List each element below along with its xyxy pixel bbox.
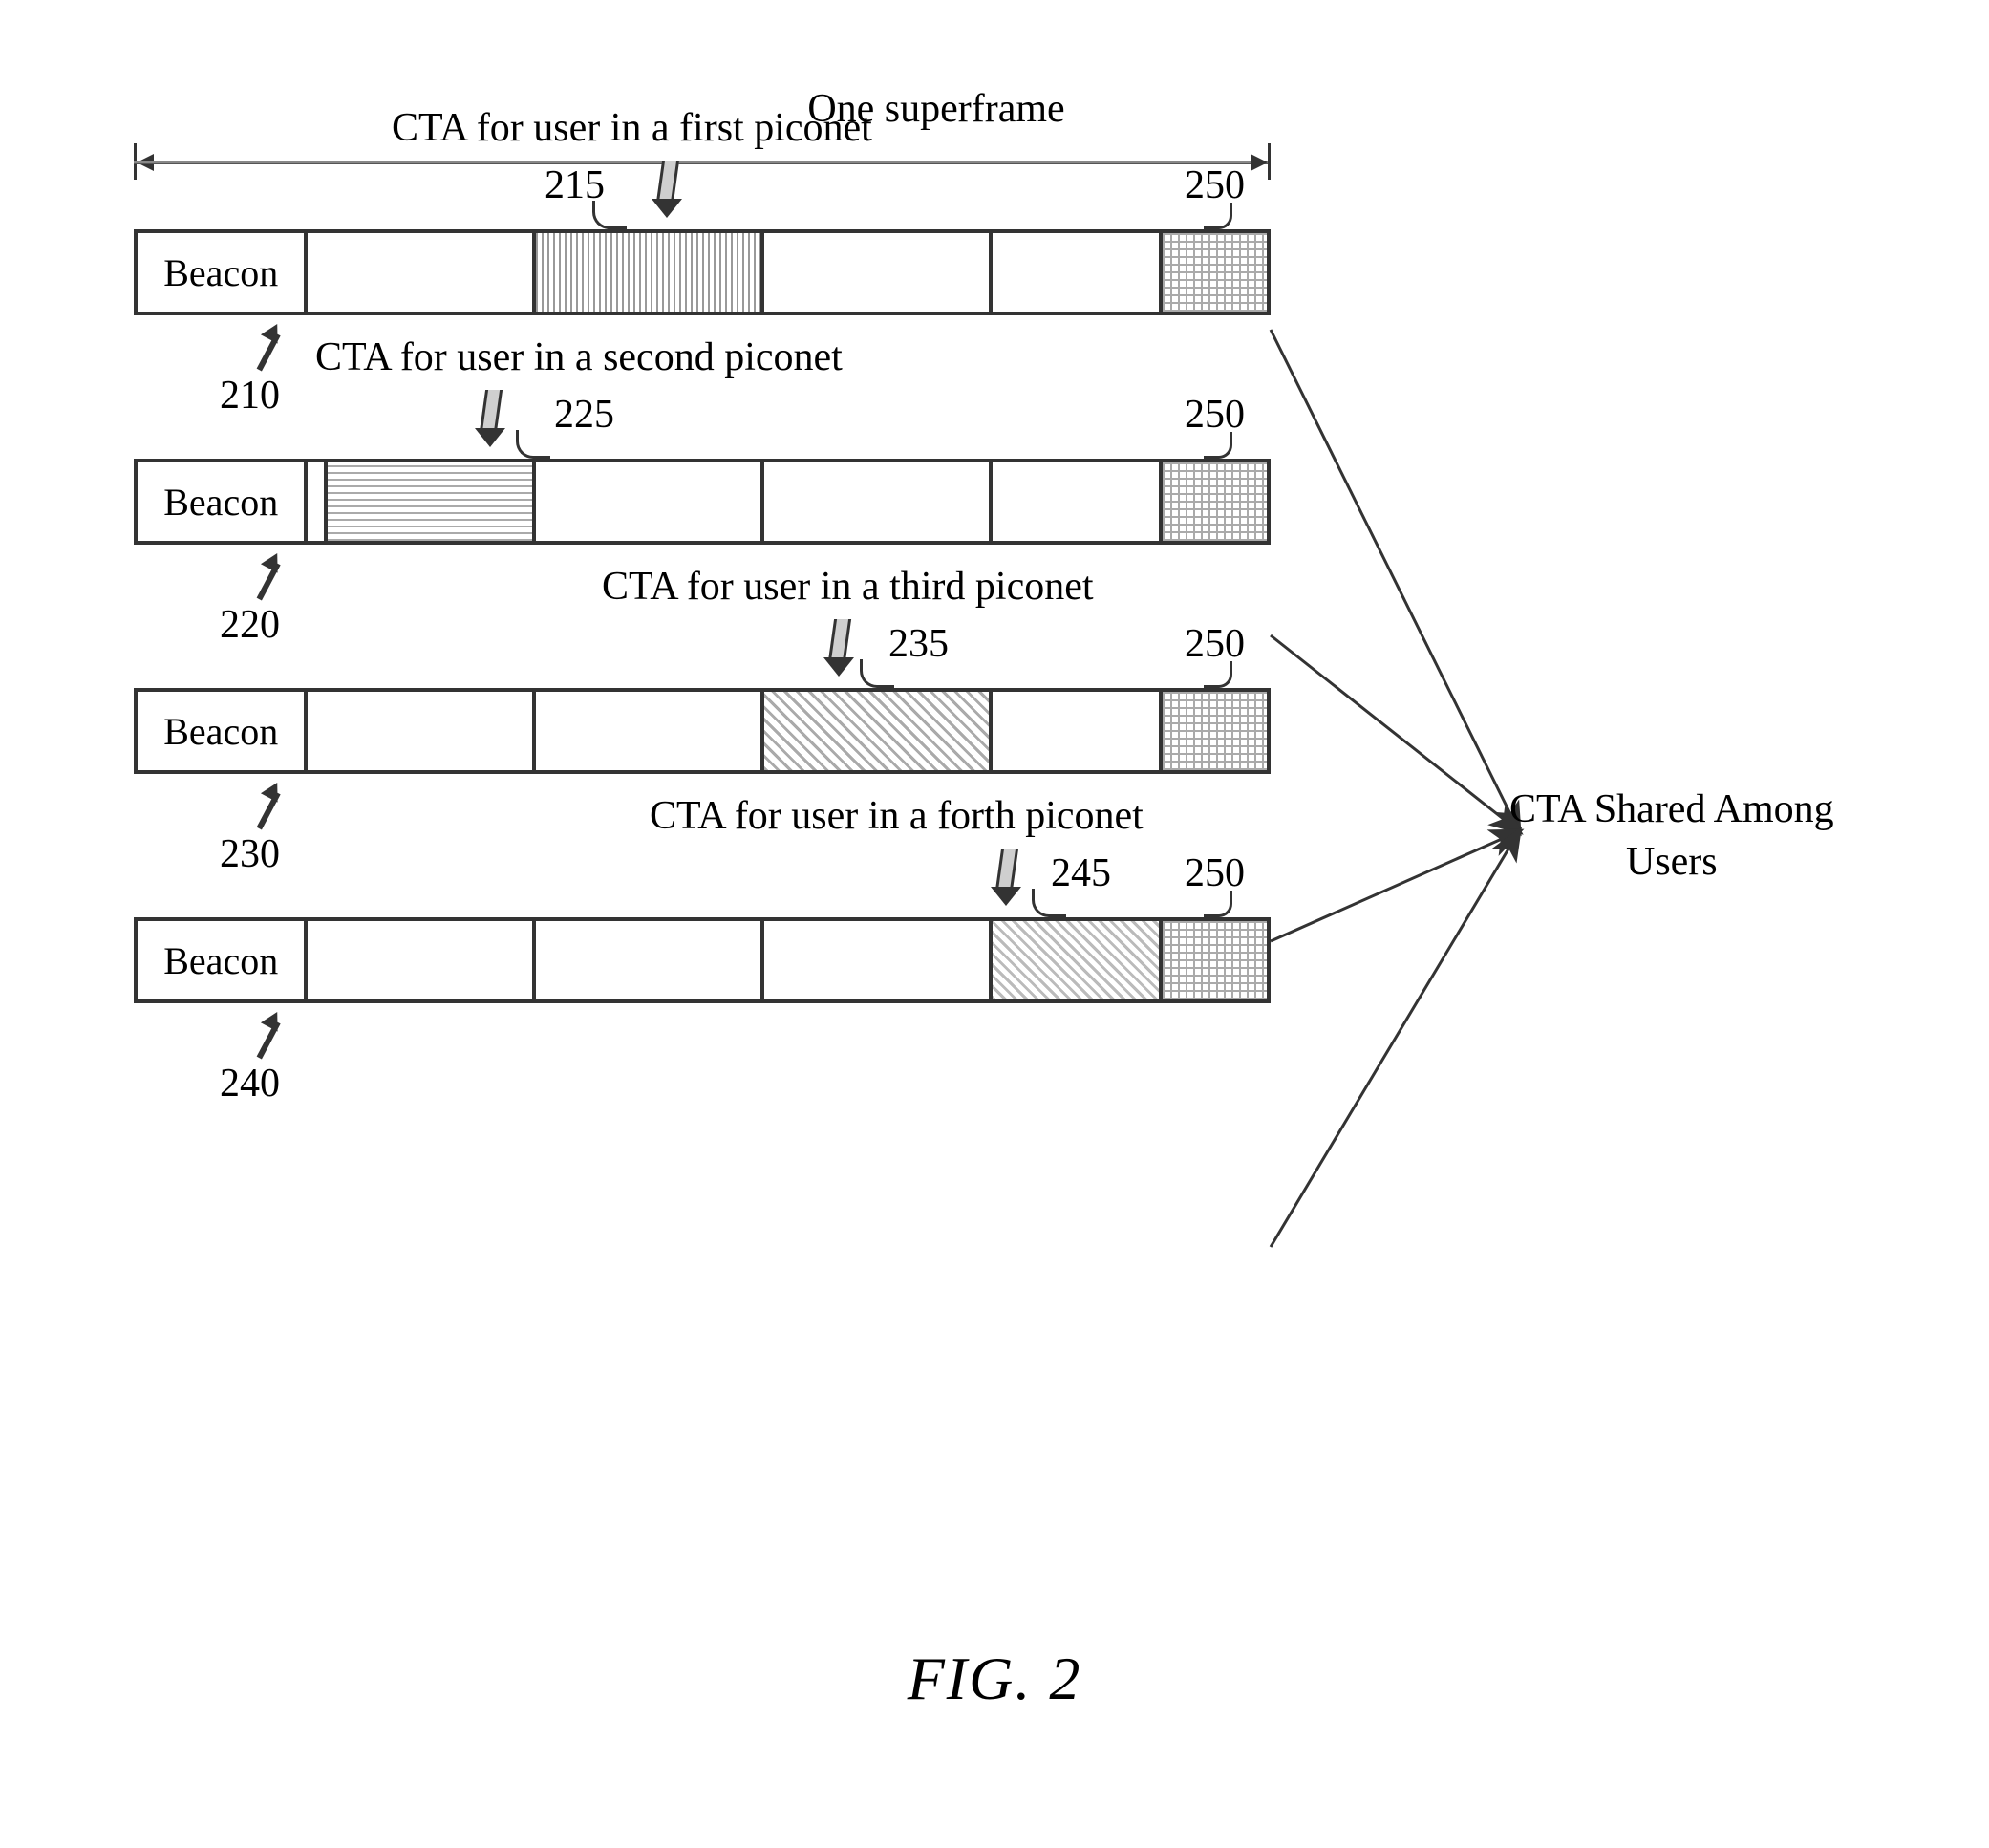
shared-ref-number: 250 <box>1185 162 1245 208</box>
shared-cta-segment <box>1163 921 1267 999</box>
cta-label: CTA for user in a forth piconet <box>650 793 1144 839</box>
shared-ref-number: 250 <box>1185 621 1245 667</box>
beacon-segment: Beacon <box>138 692 308 770</box>
blank-segment <box>536 462 764 541</box>
shared-ref-number: 250 <box>1185 392 1245 438</box>
cta-label: CTA for user in a third piconet <box>602 564 1094 610</box>
leader-line <box>592 201 627 229</box>
row-ref-number: 230 <box>220 831 280 877</box>
leader-line <box>1204 661 1232 688</box>
cta-segment <box>536 233 764 312</box>
beacon-segment: Beacon <box>138 462 308 541</box>
blank-segment <box>993 692 1163 770</box>
shared-cta-segment <box>1163 233 1267 312</box>
leader-line <box>516 430 550 459</box>
cta-label: CTA for user in a second piconet <box>315 334 843 380</box>
blank-segment <box>308 462 327 541</box>
cta-ref-number: 235 <box>888 621 949 667</box>
blank-segment <box>764 921 993 999</box>
cta-label: CTA for user in a first piconet <box>392 105 872 151</box>
pointer-arrow-icon <box>258 321 315 378</box>
leader-line <box>1204 891 1232 917</box>
pointer-arrow-icon <box>258 550 315 608</box>
blank-segment <box>764 462 993 541</box>
shared-cta-label: CTA Shared Among Users <box>1509 784 1834 888</box>
cta-ref-number: 225 <box>554 392 614 438</box>
blank-segment <box>308 921 536 999</box>
blank-segment <box>536 921 764 999</box>
shared-cta-segment <box>1163 462 1267 541</box>
shared-label-line1: CTA Shared Among <box>1509 784 1834 836</box>
leader-line <box>860 659 894 688</box>
figure-caption: FIG. 2 <box>0 1644 1989 1714</box>
down-arrow-icon <box>473 390 521 447</box>
cta-segment <box>993 921 1163 999</box>
down-arrow-icon <box>989 849 1037 906</box>
blank-segment <box>764 233 993 312</box>
blank-segment <box>993 462 1163 541</box>
blank-segment <box>993 233 1163 312</box>
shared-label-line2: Users <box>1509 836 1834 889</box>
cta-segment <box>328 462 537 541</box>
superframe-bar: Beacon <box>134 459 1271 545</box>
leader-line <box>1032 889 1066 917</box>
leader-line <box>1204 203 1232 229</box>
cta-segment <box>764 692 993 770</box>
superframe-bar: Beacon <box>134 229 1271 315</box>
row-ref-number: 220 <box>220 602 280 648</box>
blank-segment <box>308 692 536 770</box>
row-ref-number: 210 <box>220 373 280 419</box>
superframe-bar: Beacon <box>134 917 1271 1003</box>
diagram-container: One superframe CTA for user in a first p… <box>134 86 1853 1147</box>
down-arrow-icon <box>650 161 697 218</box>
beacon-segment: Beacon <box>138 921 308 999</box>
pointer-arrow-icon <box>258 780 315 837</box>
superframe-bar: Beacon <box>134 688 1271 774</box>
superframe-title: One superframe <box>19 86 1853 132</box>
row-ref-number: 240 <box>220 1061 280 1107</box>
shared-cta-segment <box>1163 692 1267 770</box>
pointer-arrow-icon <box>258 1009 315 1066</box>
shared-ref-number: 250 <box>1185 850 1245 896</box>
beacon-segment: Beacon <box>138 233 308 312</box>
blank-segment <box>536 692 764 770</box>
blank-segment <box>308 233 536 312</box>
leader-line <box>1204 432 1232 459</box>
